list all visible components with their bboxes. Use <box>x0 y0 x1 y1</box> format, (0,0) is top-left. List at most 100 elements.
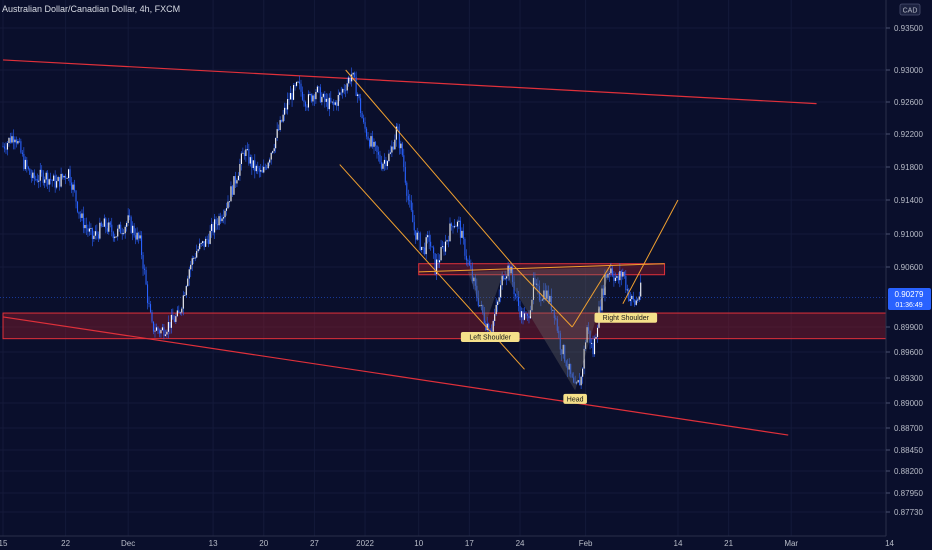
grid-lines <box>0 0 886 536</box>
y-tick-label-9: 0.89600 <box>894 348 923 357</box>
candle-body-266 <box>398 130 400 149</box>
candle-body-159 <box>239 163 241 176</box>
candle-body-347 <box>519 305 521 318</box>
candle-body-248 <box>371 136 374 147</box>
candle-body-342 <box>512 266 514 282</box>
x-tick-label-12: 21 <box>724 539 733 548</box>
candle-body-10 <box>17 141 19 144</box>
candle-body-354 <box>529 310 532 319</box>
candle-body-156 <box>234 176 236 184</box>
candle-body-340 <box>509 265 511 274</box>
candle-body-7 <box>12 136 14 143</box>
candle-body-377 <box>564 344 566 362</box>
candle-body-102 <box>154 330 156 332</box>
candle-body-132 <box>199 243 201 250</box>
candle-body-330 <box>494 314 496 321</box>
x-tick-label-5: 27 <box>310 539 319 548</box>
candle-body-302 <box>452 226 454 228</box>
candle-body-382 <box>571 373 573 378</box>
candle-body-90 <box>136 232 138 240</box>
candle-body-198 <box>297 81 299 83</box>
y-tick-label-7: 0.90600 <box>894 263 923 272</box>
currency-badge-box[interactable] <box>899 3 921 16</box>
candle-body-402 <box>601 288 603 311</box>
pattern-annotations: Left Shoulder Head Right Shoulder <box>460 312 658 404</box>
candle-body-163 <box>245 149 247 156</box>
candle-body-221 <box>331 101 333 103</box>
candle-body-284 <box>425 237 427 255</box>
candle-body-277 <box>415 230 417 240</box>
candle-body-185 <box>278 129 280 130</box>
candle-body-172 <box>258 168 260 172</box>
candle-body-303 <box>453 226 456 228</box>
candle-body-100 <box>151 312 153 322</box>
candle-body-286 <box>428 235 430 242</box>
candle-body-106 <box>160 330 162 334</box>
channel-line-1 <box>2 316 789 436</box>
candle-body-53 <box>81 213 83 218</box>
candle-body-64 <box>97 234 99 239</box>
candle-body-197 <box>295 81 298 86</box>
candle-body-30 <box>47 172 49 185</box>
candle-body-332 <box>497 301 499 305</box>
candle-body-201 <box>301 91 304 100</box>
candle-body-361 <box>540 300 542 302</box>
annotation-label-2: Right Shoulder <box>603 315 650 322</box>
candle-body-60 <box>91 228 93 240</box>
candle-body-68 <box>103 218 105 227</box>
candle-body-369 <box>552 309 554 311</box>
candle-body-72 <box>109 222 111 225</box>
candle-body-43 <box>66 178 68 179</box>
candle-body-392 <box>586 327 588 343</box>
candle-body-372 <box>556 318 558 331</box>
candle-body-410 <box>613 275 615 281</box>
candle-body-292 <box>437 259 439 263</box>
candle-body-171 <box>257 165 259 169</box>
candle-body-96 <box>145 270 147 285</box>
candle-body-242 <box>363 118 365 123</box>
candle-body-14 <box>23 154 25 170</box>
candle-body-71 <box>108 222 110 232</box>
candle-body-76 <box>115 236 117 238</box>
time-axis-panel[interactable] <box>0 536 932 550</box>
candle-body-407 <box>608 273 610 275</box>
candle-body-298 <box>446 240 448 242</box>
x-tick-label-7: 10 <box>414 539 423 548</box>
candle-body-371 <box>555 317 557 319</box>
candle-body-54 <box>82 213 85 229</box>
candle-body-94 <box>142 255 144 269</box>
candle-body-282 <box>422 246 424 248</box>
candle-body-66 <box>100 222 102 226</box>
candle-body-195 <box>293 85 295 100</box>
candle-body-213 <box>319 87 321 103</box>
candle-body-234 <box>351 74 353 82</box>
candle-body-175 <box>263 166 265 173</box>
candle-body-204 <box>306 106 308 108</box>
candle-body-182 <box>273 148 275 152</box>
candle-body-59 <box>90 228 92 229</box>
candle-body-22 <box>35 178 37 180</box>
candle-body-290 <box>434 253 436 274</box>
candle-body-291 <box>436 259 438 274</box>
candle-body-188 <box>282 114 284 122</box>
candle-body-12 <box>20 141 22 153</box>
price-axis-panel[interactable] <box>886 0 932 550</box>
candle-body-127 <box>191 258 193 265</box>
candle-body-428 <box>640 282 642 297</box>
candle-body-85 <box>129 215 131 218</box>
candle-body-124 <box>187 278 189 287</box>
candle-body-203 <box>304 101 307 107</box>
candle-body-84 <box>127 215 129 223</box>
candle-body-143 <box>215 219 217 225</box>
y-tick-label-6: 0.91000 <box>894 230 923 239</box>
candle-body-103 <box>155 327 158 331</box>
candle-body-363 <box>543 290 545 300</box>
candle-body-40 <box>62 173 64 178</box>
candle-body-13 <box>21 152 23 155</box>
candle-body-45 <box>69 169 71 183</box>
candle-body-148 <box>222 217 225 219</box>
candle-body-399 <box>596 327 599 337</box>
candle-body-376 <box>562 344 564 355</box>
